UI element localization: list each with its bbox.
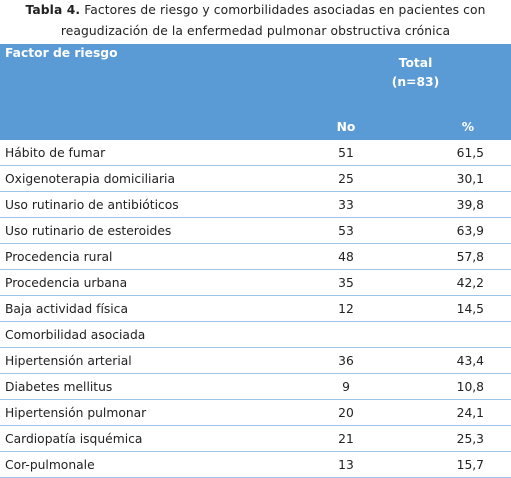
table-cell: 39,8 bbox=[392, 191, 511, 218]
table-row: Procedencia urbana 35 42,2 bbox=[0, 269, 511, 296]
table-cell: 48 bbox=[300, 243, 392, 270]
table-cell: 43,4 bbox=[392, 347, 511, 374]
table-cell: 24,1 bbox=[392, 399, 511, 426]
header-cell bbox=[0, 70, 300, 94]
table-row: Baja actividad física 12 14,5 bbox=[0, 295, 511, 322]
table-cell: Hábito de fumar bbox=[0, 140, 300, 166]
table-row: Cardiopatía isquémica 21 25,3 bbox=[0, 425, 511, 452]
header-row: No % bbox=[0, 94, 511, 140]
table-cell: 10,8 bbox=[392, 373, 511, 400]
table-cell: 12 bbox=[300, 295, 392, 322]
table-cell: Procedencia rural bbox=[0, 243, 300, 270]
table-row: Hábito de fumar 51 61,5 bbox=[0, 140, 511, 166]
table-cell: 9 bbox=[300, 373, 392, 400]
table-row: Cor-pulmonale 13 15,7 bbox=[0, 451, 511, 478]
table-cell: Cor-pulmonale bbox=[0, 451, 300, 478]
table-cell: Procedencia urbana bbox=[0, 269, 300, 296]
table-cell: 36 bbox=[300, 347, 392, 374]
table-row: Oxigenoterapia domiciliaria 25 30,1 bbox=[0, 165, 511, 192]
header-cell: Factor de riesgo bbox=[5, 46, 118, 60]
table-cell: Hipertensión arterial bbox=[0, 347, 300, 374]
header-cell bbox=[0, 94, 300, 140]
table-cell: Uso rutinario de antibióticos bbox=[0, 191, 300, 218]
table-row: Hipertensión pulmonar 20 24,1 bbox=[0, 399, 511, 426]
table-body: Hábito de fumar 51 61,5 Oxigenoterapia domi… bbox=[0, 140, 511, 478]
table-cell: 35 bbox=[300, 269, 392, 296]
table-cell: 57,8 bbox=[392, 243, 511, 270]
caption-text: Factores de riesgo y comorbilidades asoc… bbox=[60, 3, 486, 38]
table-cell bbox=[300, 321, 392, 348]
table-cell: Cardiopatía isquémica bbox=[0, 425, 300, 452]
table: Factor de riesgo Total (n=83) No % Hábit… bbox=[0, 44, 511, 478]
table-cell: 63,9 bbox=[392, 217, 511, 244]
table-cell: 51 bbox=[300, 140, 392, 166]
table-row: Uso rutinario de esteroides 53 63,9 bbox=[0, 217, 511, 244]
caption-label: Tabla 4. bbox=[25, 3, 81, 17]
table-row: Hipertensión arterial 36 43,4 bbox=[0, 347, 511, 374]
header-cell: % bbox=[461, 120, 475, 134]
table-cell: 61,5 bbox=[392, 140, 511, 166]
table-cell: Hipertensión pulmonar bbox=[0, 399, 300, 426]
header-row: Factor de riesgo Total bbox=[0, 44, 511, 70]
table-row: Uso rutinario de antibióticos 33 39,8 bbox=[0, 191, 511, 218]
table-cell: Oxigenoterapia domiciliaria bbox=[0, 165, 300, 192]
table-cell: Baja actividad física bbox=[0, 295, 300, 322]
table-header: Factor de riesgo Total (n=83) No % bbox=[0, 44, 511, 140]
table-cell: 42,2 bbox=[392, 269, 511, 296]
table-cell: 53 bbox=[300, 217, 392, 244]
table-cell: 14,5 bbox=[392, 295, 511, 322]
table-cell: 25,3 bbox=[392, 425, 511, 452]
table-cell: 25 bbox=[300, 165, 392, 192]
table-cell: Diabetes mellitus bbox=[0, 373, 300, 400]
header-row: (n=83) bbox=[0, 70, 511, 94]
table-row: Diabetes mellitus 9 10,8 bbox=[0, 373, 511, 400]
table-cell: 20 bbox=[300, 399, 392, 426]
table-cell: 33 bbox=[300, 191, 392, 218]
table-cell: 21 bbox=[300, 425, 392, 452]
header-cell: No bbox=[336, 120, 356, 134]
table-cell: 13 bbox=[300, 451, 392, 478]
header-cell: Total bbox=[398, 56, 433, 70]
table-cell: Comorbilidad asociada bbox=[0, 321, 300, 348]
table-row: Comorbilidad asociada bbox=[0, 321, 511, 348]
table-row: Procedencia rural 48 57,8 bbox=[0, 243, 511, 270]
table-cell: 15,7 bbox=[392, 451, 511, 478]
header-cell: (n=83) bbox=[391, 75, 440, 89]
caption: Tabla 4. Factores de riesgo y comorbilid… bbox=[0, 0, 511, 44]
table-cell: 30,1 bbox=[392, 165, 511, 192]
table-cell: Uso rutinario de esteroides bbox=[0, 217, 300, 244]
table-cell bbox=[392, 321, 511, 348]
